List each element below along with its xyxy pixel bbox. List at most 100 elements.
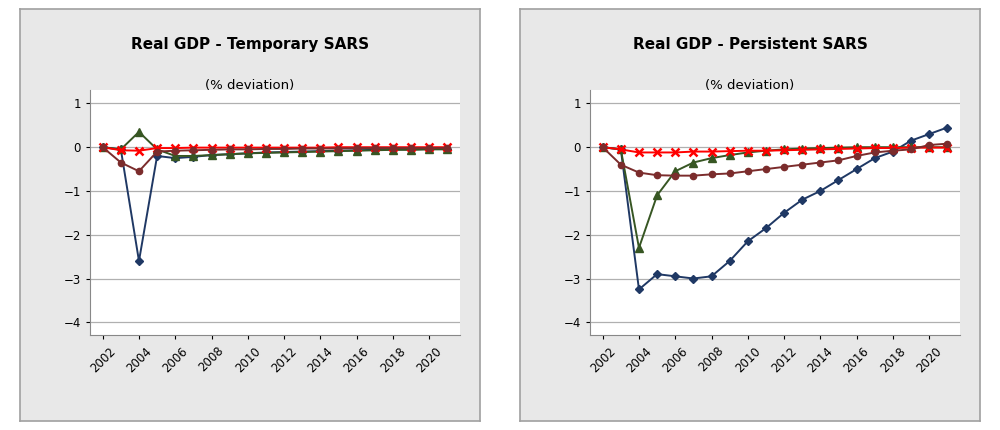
China bbox=[869, 144, 881, 150]
Japan bbox=[278, 145, 290, 150]
China bbox=[742, 150, 754, 155]
Japan bbox=[423, 144, 435, 150]
Text: Real GDP - Persistent SARS: Real GDP - Persistent SARS bbox=[633, 37, 867, 52]
Japan bbox=[796, 147, 808, 152]
Hong Kong bbox=[742, 239, 754, 244]
Hong Kong bbox=[314, 148, 326, 154]
Singapore bbox=[905, 147, 917, 152]
Hong Kong bbox=[423, 146, 435, 151]
China bbox=[133, 129, 145, 135]
Japan bbox=[778, 147, 790, 153]
Singapore bbox=[814, 160, 826, 165]
Hong Kong bbox=[941, 125, 953, 130]
Hong Kong bbox=[869, 156, 881, 161]
Hong Kong bbox=[597, 144, 609, 150]
Hong Kong bbox=[387, 147, 399, 152]
Japan bbox=[351, 144, 363, 150]
China bbox=[814, 145, 826, 150]
Japan bbox=[669, 150, 681, 155]
Hong Kong bbox=[296, 149, 308, 154]
China bbox=[778, 147, 790, 152]
China bbox=[887, 144, 899, 150]
China bbox=[832, 145, 844, 150]
China bbox=[760, 148, 772, 153]
Line: Hong Kong: Hong Kong bbox=[100, 144, 450, 264]
Singapore bbox=[296, 146, 308, 151]
Japan bbox=[187, 145, 199, 150]
Singapore bbox=[869, 150, 881, 155]
Japan bbox=[615, 147, 627, 152]
Singapore bbox=[387, 145, 399, 150]
Singapore bbox=[151, 149, 163, 154]
Singapore bbox=[224, 147, 236, 152]
Japan bbox=[169, 145, 181, 150]
Singapore bbox=[332, 146, 344, 151]
Japan bbox=[832, 146, 844, 151]
China bbox=[923, 144, 935, 150]
Singapore bbox=[851, 154, 863, 159]
Japan bbox=[97, 144, 109, 150]
Japan bbox=[887, 145, 899, 150]
Japan bbox=[405, 144, 417, 150]
China bbox=[97, 144, 109, 150]
Singapore bbox=[260, 146, 272, 151]
China bbox=[278, 150, 290, 155]
Hong Kong bbox=[706, 274, 718, 279]
China bbox=[405, 147, 417, 152]
Line: China: China bbox=[599, 143, 951, 252]
Japan bbox=[760, 148, 772, 153]
China bbox=[724, 153, 736, 158]
Hong Kong bbox=[832, 178, 844, 183]
Hong Kong bbox=[133, 258, 145, 264]
Line: Hong Kong: Hong Kong bbox=[600, 124, 950, 292]
Singapore bbox=[669, 173, 681, 178]
China bbox=[387, 147, 399, 152]
Hong Kong bbox=[796, 197, 808, 202]
China bbox=[169, 154, 181, 159]
Singapore bbox=[742, 169, 754, 174]
China bbox=[115, 147, 127, 152]
China bbox=[941, 144, 953, 150]
Japan bbox=[941, 145, 953, 150]
China bbox=[851, 144, 863, 150]
China bbox=[905, 144, 917, 150]
Japan bbox=[224, 145, 236, 150]
Japan bbox=[742, 148, 754, 153]
Hong Kong bbox=[242, 151, 254, 156]
Japan bbox=[242, 145, 254, 150]
Hong Kong bbox=[405, 147, 417, 152]
Hong Kong bbox=[651, 272, 663, 277]
China bbox=[296, 150, 308, 155]
China bbox=[206, 153, 218, 158]
Hong Kong bbox=[224, 152, 236, 157]
Hong Kong bbox=[669, 274, 681, 279]
Line: Singapore: Singapore bbox=[600, 141, 950, 179]
China bbox=[224, 152, 236, 157]
Japan bbox=[133, 148, 145, 153]
China bbox=[242, 151, 254, 156]
China bbox=[633, 245, 645, 250]
Singapore bbox=[615, 162, 627, 167]
Hong Kong bbox=[260, 150, 272, 155]
Japan bbox=[332, 144, 344, 150]
Japan bbox=[687, 149, 699, 154]
China bbox=[423, 147, 435, 152]
Hong Kong bbox=[97, 144, 109, 150]
China bbox=[706, 156, 718, 161]
China bbox=[669, 169, 681, 174]
Hong Kong bbox=[278, 150, 290, 155]
Singapore bbox=[633, 170, 645, 175]
Text: (% deviation): (% deviation) bbox=[205, 79, 295, 92]
China bbox=[260, 150, 272, 156]
Hong Kong bbox=[905, 138, 917, 143]
Hong Kong bbox=[760, 226, 772, 231]
Japan bbox=[724, 148, 736, 154]
Hong Kong bbox=[724, 258, 736, 264]
Singapore bbox=[760, 166, 772, 172]
China bbox=[187, 154, 199, 159]
Singapore bbox=[441, 145, 453, 150]
Singapore bbox=[369, 145, 381, 150]
Japan bbox=[115, 147, 127, 153]
China bbox=[651, 193, 663, 198]
Japan bbox=[851, 146, 863, 151]
